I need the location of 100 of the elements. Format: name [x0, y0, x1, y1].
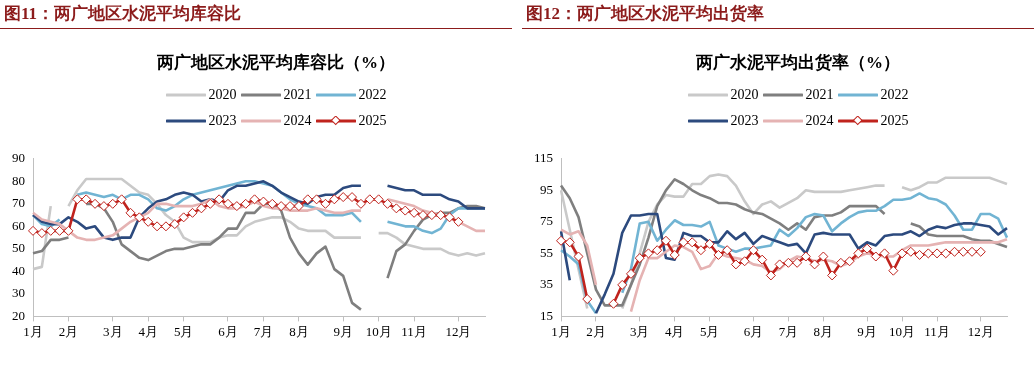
point [169, 219, 180, 230]
point [617, 279, 628, 290]
point [818, 251, 829, 262]
point [373, 194, 384, 205]
x-tick-label: 4月 [138, 323, 158, 339]
point [125, 207, 136, 218]
point [258, 196, 269, 207]
point [409, 207, 420, 218]
point [311, 194, 322, 205]
point [949, 246, 960, 257]
legend-label: 2020 [208, 87, 237, 103]
point [178, 212, 189, 223]
point [687, 237, 698, 248]
point [774, 259, 785, 270]
point [347, 192, 358, 203]
x-tick-label: 6月 [743, 323, 764, 339]
point [800, 251, 811, 262]
legend-label: 2023 [730, 113, 759, 129]
point [426, 210, 437, 221]
y-tick-label: 50 [12, 240, 25, 256]
x-tick-label: 5月 [173, 323, 194, 339]
y-tick-label: 70 [12, 195, 25, 211]
point [608, 298, 619, 309]
point [634, 253, 645, 264]
x-tick-label: 8月 [813, 323, 834, 339]
x-tick-label: 6月 [218, 323, 238, 339]
point [713, 249, 724, 260]
x-tick-label: 4月 [664, 323, 685, 339]
y-tick-label: 40 [12, 262, 25, 278]
x-tick-label: 10月 [889, 323, 916, 339]
x-tick-label: 10月 [365, 323, 392, 339]
x-tick-label: 2月 [58, 323, 79, 339]
y-tick-label: 75 [540, 213, 554, 229]
x-tick-label: 3月 [103, 323, 123, 339]
point [453, 216, 464, 227]
x-tick-label: 7月 [778, 323, 799, 339]
point [870, 251, 881, 262]
point [853, 248, 864, 259]
x-tick-label: 9月 [333, 323, 353, 339]
point [625, 268, 636, 279]
point [45, 225, 56, 236]
point [134, 212, 145, 223]
point [98, 201, 109, 212]
y-tick-label: 90 [12, 150, 25, 166]
point [582, 294, 593, 305]
point [730, 259, 741, 270]
x-tick-label: 12月 [967, 323, 994, 339]
y-tick-label: 115 [533, 150, 554, 166]
point [249, 194, 260, 205]
point [739, 256, 750, 267]
point [765, 270, 776, 281]
x-tick-label: 1月 [23, 323, 43, 339]
point [81, 194, 92, 205]
point [914, 249, 925, 260]
point [214, 194, 225, 205]
y-tick-label: 35 [540, 276, 554, 292]
chart-subtitle: 两广水泥平均出货率（%） [695, 52, 901, 74]
point [444, 212, 455, 223]
x-tick-label: 1月 [551, 323, 571, 339]
x-tick-label: 8月 [289, 323, 309, 339]
point [643, 248, 654, 259]
y-tick-label: 30 [12, 285, 25, 301]
point [143, 216, 154, 227]
x-tick-label: 7月 [253, 323, 274, 339]
point [364, 194, 375, 205]
point [652, 245, 663, 256]
point [704, 238, 715, 249]
point [63, 225, 74, 236]
x-tick-label: 11月 [924, 323, 950, 339]
y-tick-label: 20 [12, 307, 25, 323]
point [90, 198, 101, 209]
legend-label: 2022 [358, 87, 387, 103]
point [879, 248, 890, 259]
point [276, 201, 287, 212]
point [116, 194, 127, 205]
point [564, 237, 575, 248]
legend-label: 2024 [283, 113, 312, 129]
chart-title: 图12：两广地区水泥平均出货率 [522, 0, 1034, 29]
point [827, 270, 838, 281]
legend-label: 2023 [208, 113, 237, 129]
point [669, 249, 680, 260]
x-tick-label: 5月 [699, 323, 720, 339]
y-tick-label: 60 [12, 217, 25, 233]
point [205, 198, 216, 209]
point [187, 207, 198, 218]
y-tick-label: 15 [540, 307, 554, 323]
point [940, 248, 951, 259]
legend-label: 2022 [880, 87, 909, 103]
point [975, 246, 986, 257]
y-tick-label: 55 [540, 244, 554, 260]
point [72, 194, 83, 205]
point [844, 256, 855, 267]
point [660, 235, 671, 246]
point [382, 198, 393, 209]
point [107, 198, 118, 209]
point [222, 198, 233, 209]
x-tick-label: 9月 [857, 323, 877, 339]
point [695, 245, 706, 256]
point [748, 245, 759, 256]
point [329, 194, 340, 205]
